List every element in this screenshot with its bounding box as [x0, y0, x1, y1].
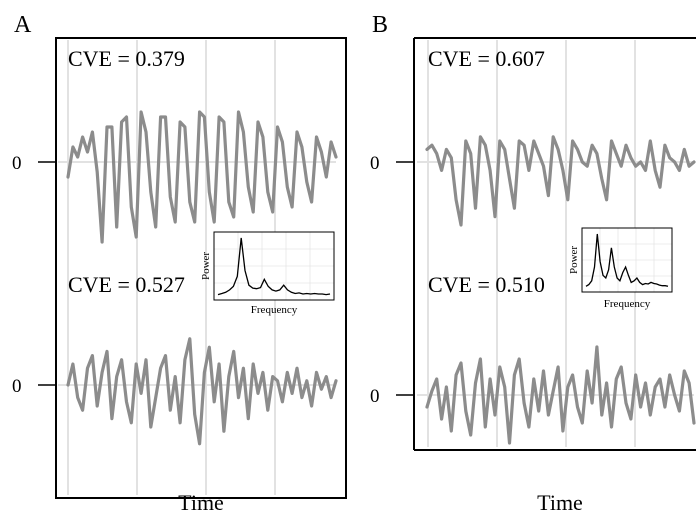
inset-a-frame	[213, 231, 335, 301]
panel-a-frame	[55, 37, 347, 499]
panel-letter-b: B	[372, 12, 388, 38]
panel-a: A 0 0 CVE = 0.379 CVE = 0.527 Time Frequ…	[12, 12, 347, 515]
inset-b-frame	[581, 227, 673, 293]
cve-annotation-a-top: CVE = 0.379	[68, 46, 185, 71]
panel-b-y-ticks: 0 0	[370, 153, 414, 407]
cve-annotation-b-top: CVE = 0.607	[428, 46, 545, 71]
inset-a-y-label: Power	[200, 252, 212, 280]
y-tick-label: 0	[370, 153, 380, 174]
inset-b-power-line	[585, 233, 669, 287]
y-tick-label: 0	[12, 376, 22, 397]
time-series-line	[66, 110, 338, 244]
y-tick-label: 0	[370, 386, 380, 407]
inset-a-x-label: Frequency	[251, 304, 298, 316]
time-series-line	[425, 345, 696, 445]
inset-b-y-label: Power	[568, 246, 580, 274]
x-axis-label-b: Time	[537, 490, 583, 515]
panel-a-traces	[66, 110, 338, 446]
panel-a-y-ticks: 0 0	[12, 153, 56, 397]
panel-letter-a: A	[14, 12, 32, 38]
cve-annotation-b-bottom: CVE = 0.510	[428, 272, 545, 297]
inset-a-power-line	[217, 237, 331, 296]
inset-spectrum-b: Frequency Power	[568, 227, 673, 310]
time-series-line	[66, 337, 338, 446]
panel-b: B 0 0 CVE = 0.607 CVE = 0.510 Time Frequ…	[370, 12, 696, 515]
x-axis-label-a: Time	[178, 490, 224, 515]
y-tick-label: 0	[12, 153, 22, 174]
time-series-line	[425, 135, 696, 227]
panel-b-traces	[425, 135, 696, 445]
cve-annotation-a-bottom: CVE = 0.527	[68, 272, 185, 297]
inset-spectrum-a: Frequency Power	[200, 231, 335, 316]
inset-b-x-label: Frequency	[604, 298, 651, 310]
